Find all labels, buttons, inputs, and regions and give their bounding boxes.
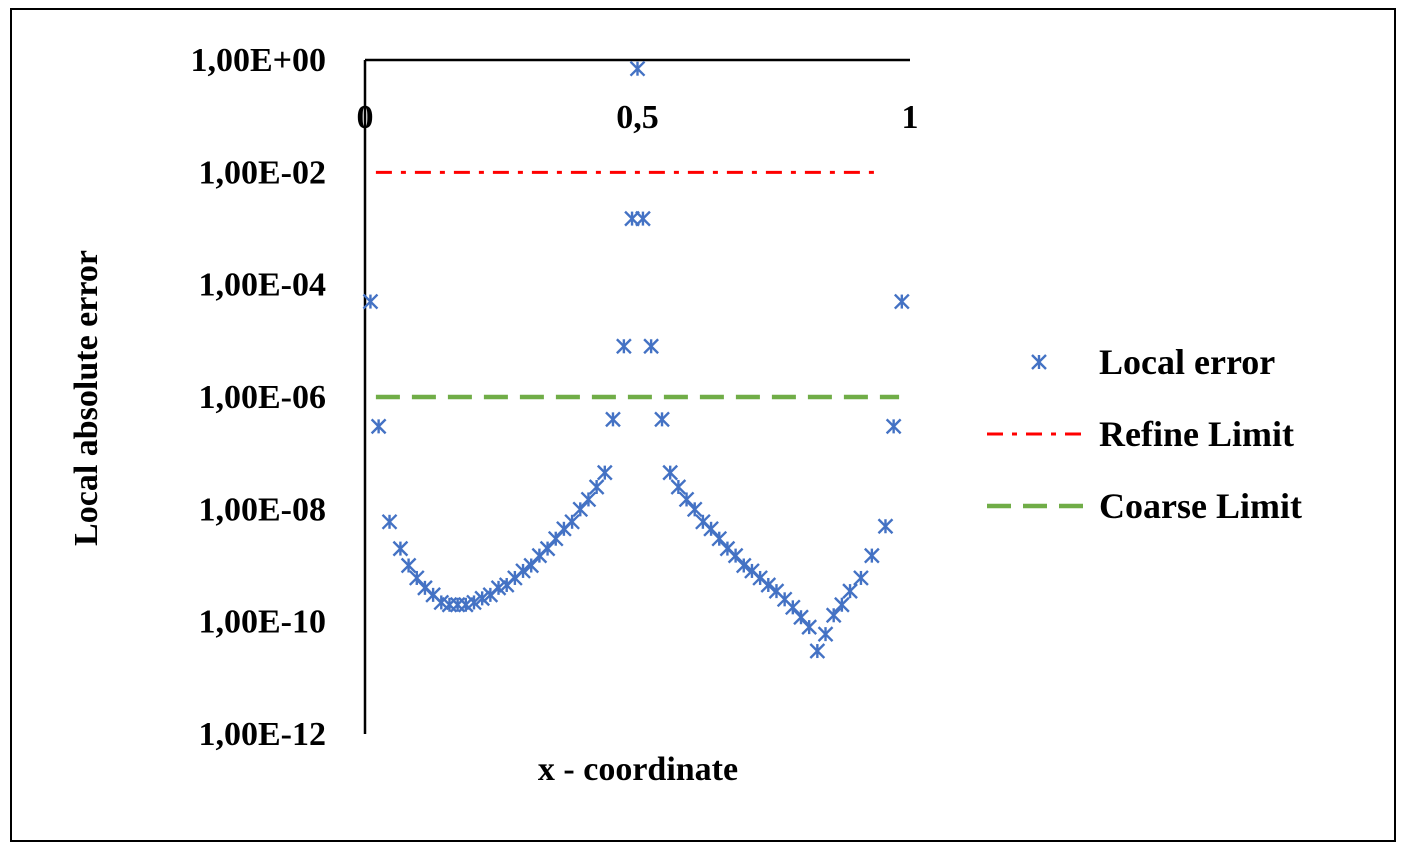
data-point bbox=[539, 540, 556, 557]
legend-label: Refine Limit bbox=[1099, 414, 1294, 454]
scatter-points bbox=[362, 60, 910, 659]
data-point bbox=[588, 479, 605, 495]
data-point bbox=[877, 518, 894, 535]
data-point bbox=[885, 418, 902, 435]
x-axis-title: x - coordinate bbox=[538, 751, 738, 788]
data-point bbox=[605, 411, 621, 428]
y-axis-title: Local absolute error bbox=[68, 250, 105, 546]
data-point bbox=[596, 464, 613, 481]
data-point bbox=[809, 643, 826, 659]
data-point bbox=[893, 293, 910, 310]
data-point bbox=[760, 577, 777, 593]
data-point bbox=[547, 530, 564, 547]
data-point bbox=[793, 609, 809, 626]
data-point bbox=[864, 547, 880, 564]
legend-label: Local error bbox=[1099, 342, 1275, 382]
data-point bbox=[654, 411, 670, 428]
y-tick-label: 1,00E-08 bbox=[199, 491, 327, 528]
x-tick-label: 0,5 bbox=[616, 99, 659, 136]
data-point bbox=[408, 570, 425, 586]
y-tick-label: 1,00E-06 bbox=[199, 379, 327, 416]
y-tick-label: 1,00E-04 bbox=[199, 267, 327, 304]
data-point bbox=[853, 570, 869, 586]
data-point bbox=[490, 580, 507, 596]
data-point bbox=[629, 60, 646, 77]
data-point bbox=[670, 479, 687, 495]
data-point bbox=[616, 338, 632, 355]
data-point bbox=[515, 563, 531, 579]
data-point bbox=[703, 520, 719, 537]
data-point bbox=[834, 596, 850, 613]
x-tick-label: 1 bbox=[902, 99, 919, 136]
data-point bbox=[362, 293, 379, 310]
data-point bbox=[580, 491, 597, 508]
data-point bbox=[801, 619, 818, 635]
y-tick-label: 1,00E+00 bbox=[190, 42, 326, 79]
data-point bbox=[686, 501, 703, 518]
data-point bbox=[643, 338, 659, 355]
limit-lines bbox=[375, 170, 900, 400]
chart-frame: 1,00E+00 1,00E-02 1,00E-04 1,00E-06 1,00E-08… bbox=[10, 8, 1396, 842]
legend-label: Coarse Limit bbox=[1099, 486, 1302, 526]
data-point bbox=[370, 418, 387, 435]
data-point bbox=[825, 607, 842, 624]
axes: 1,00E+00 1,00E-02 1,00E-04 1,00E-06 1,00E-08… bbox=[190, 42, 918, 753]
x-tick-label: 0 bbox=[357, 99, 374, 136]
data-point bbox=[727, 547, 744, 564]
data-point bbox=[678, 491, 695, 508]
data-point bbox=[400, 557, 417, 574]
y-tick-label: 1,00E-02 bbox=[199, 154, 327, 191]
legend-marker bbox=[1031, 354, 1047, 370]
data-point bbox=[735, 557, 752, 574]
data-point bbox=[572, 501, 589, 518]
y-tick-label: 1,00E-12 bbox=[199, 716, 327, 753]
data-point bbox=[842, 583, 858, 599]
data-point bbox=[392, 540, 409, 557]
data-point bbox=[381, 513, 398, 530]
data-point bbox=[635, 210, 651, 227]
data-point bbox=[523, 557, 540, 574]
legend: Local error Refine Limit Coarse Limit bbox=[987, 342, 1302, 526]
data-point bbox=[662, 464, 679, 481]
data-point bbox=[784, 599, 801, 616]
data-point bbox=[474, 590, 491, 607]
data-point bbox=[817, 626, 834, 642]
data-point bbox=[711, 530, 728, 547]
y-tick-label: 1,00E-10 bbox=[199, 604, 327, 641]
chart-canvas: 1,00E+00 1,00E-02 1,00E-04 1,00E-06 1,00E-08… bbox=[68, 42, 1302, 788]
data-point bbox=[466, 594, 482, 611]
data-point bbox=[564, 513, 580, 530]
